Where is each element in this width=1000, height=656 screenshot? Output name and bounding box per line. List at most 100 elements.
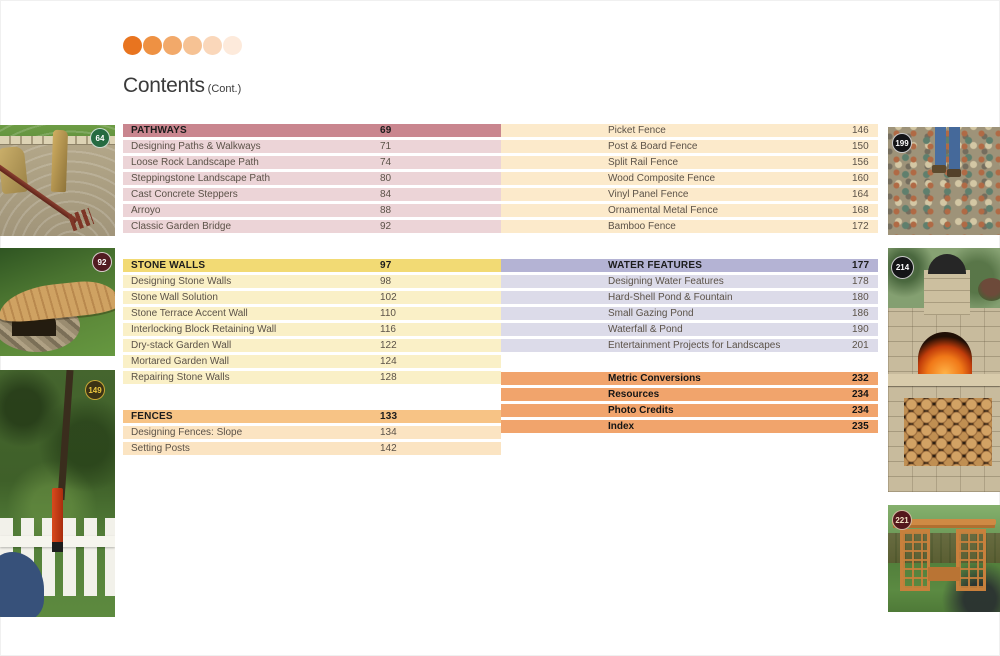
page-number-badge: 92	[92, 252, 112, 272]
title-text: Contents	[123, 74, 205, 97]
tree-trunk	[57, 370, 74, 501]
oven-fire-arch	[918, 332, 972, 376]
toc-row-stone-walls: Stone Terrace Accent Wall 110	[123, 307, 501, 320]
toc-entry-page-number: 172	[852, 221, 869, 232]
bridge-deck	[0, 277, 115, 325]
toc-entry-title: Photo Credits	[608, 405, 674, 416]
toc-entry-title: Vinyl Panel Fence	[608, 189, 689, 200]
toc-row-fences-continued: Vinyl Panel Fence 164	[501, 188, 878, 201]
toc-entry-page-number: 124	[380, 356, 397, 367]
page-number-badge: 149	[85, 380, 105, 400]
person-boot	[932, 165, 946, 173]
page-number-badge: 64	[90, 128, 110, 148]
title-continued-label: (Cont.)	[207, 83, 242, 95]
section-back-matter: Metric Conversions 232 Resources 234 Photo C…	[501, 372, 878, 436]
progress-dot	[143, 36, 162, 55]
toc-row-stone-walls: Stone Wall Solution 102	[123, 291, 501, 304]
toc-entry-page-number: 201	[852, 340, 869, 351]
toc-entry-title: Stone Wall Solution	[131, 292, 218, 303]
toc-entry-title: Interlocking Block Retaining Wall	[131, 324, 277, 335]
toc-row-water-features: Waterfall & Pond 190	[501, 323, 878, 336]
toc-entry-title: Cast Concrete Steppers	[131, 189, 238, 200]
toc-row-back-matter: Index 235	[501, 420, 878, 433]
toc-entry-page-number: 134	[380, 427, 397, 438]
arbor-bench	[928, 567, 960, 581]
toc-row-fences-continued: Picket Fence 146	[501, 124, 878, 137]
toc-entry-page-number: 84	[380, 189, 392, 200]
section-fences: FENCES 133 Designing Fences: Slope 134 Setti…	[123, 410, 501, 458]
garden-bridge-photo	[0, 248, 115, 356]
standing-stone	[50, 129, 69, 193]
page-title: Contents (Cont.)	[123, 74, 241, 98]
planter	[978, 278, 1000, 301]
toc-entry-page-number: 234	[852, 389, 869, 400]
firewood-stack	[904, 398, 992, 466]
oven-chimney	[924, 270, 970, 315]
progress-dot	[123, 36, 142, 55]
toc-row-pathways: Arroyo 88	[123, 204, 501, 217]
toc-header-water-features: WATER FEATURES 177	[501, 259, 878, 272]
toc-entry-title: Mortared Garden Wall	[131, 356, 229, 367]
toc-entry-page-number: 122	[380, 340, 397, 351]
arbor-trellis-panel	[900, 529, 930, 591]
toc-entry-title: Loose Rock Landscape Path	[131, 157, 259, 168]
toc-entry-title: Wood Composite Fence	[608, 173, 716, 184]
toc-row-water-features: Small Gazing Pond 186	[501, 307, 878, 320]
toc-entry-title: Designing Paths & Walkways	[131, 141, 261, 152]
post-level	[52, 488, 63, 546]
toc-entry-page-number: 177	[852, 260, 870, 271]
toc-entry-page-number: 164	[852, 189, 869, 200]
toc-entry-page-number: 160	[852, 173, 869, 184]
rake-head	[67, 207, 95, 232]
toc-row-pathways: Cast Concrete Steppers 84	[123, 188, 501, 201]
toc-entry-page-number: 150	[852, 141, 869, 152]
toc-left-column: PATHWAYS 69 Designing Paths & Walkways 71 Lo…	[123, 0, 501, 656]
toc-entry-page-number: 146	[852, 125, 869, 136]
toc-row-stone-walls: Mortared Garden Wall 124	[123, 355, 501, 368]
toc-entry-title: Repairing Stone Walls	[131, 372, 230, 383]
toc-entry-title: Stone Terrace Accent Wall	[131, 308, 248, 319]
person-leg	[935, 127, 946, 167]
toc-entry-page-number: 92	[380, 221, 392, 232]
toc-entry-page-number: 178	[852, 276, 869, 287]
page-number-badge: 221	[892, 510, 912, 530]
photo-zen-garden: 64	[0, 125, 115, 236]
toc-row-fences-continued: Split Rail Fence 156	[501, 156, 878, 169]
arbor-trellis-panel	[956, 529, 986, 591]
toc-entry-title: Setting Posts	[131, 443, 190, 454]
toc-row-pathways: Loose Rock Landscape Path 74	[123, 156, 501, 169]
progress-dot	[223, 36, 242, 55]
toc-entry-page-number: 98	[380, 276, 392, 287]
toc-entry-page-number: 168	[852, 205, 869, 216]
garden-arbor-photo	[888, 505, 1000, 612]
toc-entry-title: Metric Conversions	[608, 373, 701, 384]
photo-pizza-oven: 214	[888, 248, 1000, 492]
section-stone-walls: STONE WALLS 97 Designing Stone Walls 98 Ston…	[123, 259, 501, 387]
toc-entry-title: Picket Fence	[608, 125, 666, 136]
toc-entry-title: Designing Stone Walls	[131, 276, 232, 287]
progress-dot	[203, 36, 222, 55]
toc-entry-page-number: 190	[852, 324, 869, 335]
toc-row-water-features: Entertainment Projects for Landscapes 201	[501, 339, 878, 352]
toc-row-stone-walls: Dry-stack Garden Wall 122	[123, 339, 501, 352]
toc-entry-title: STONE WALLS	[131, 260, 206, 271]
toc-entry-page-number: 234	[852, 405, 869, 416]
toc-entry-page-number: 156	[852, 157, 869, 168]
page-number-badge: 214	[891, 256, 914, 279]
toc-entry-title: Small Gazing Pond	[608, 308, 694, 319]
toc-row-back-matter: Resources 234	[501, 388, 878, 401]
oven-dome	[928, 254, 966, 274]
toc-entry-title: WATER FEATURES	[608, 260, 703, 271]
photo-garden-arbor: 221	[888, 505, 1000, 612]
person-boot	[947, 169, 961, 177]
toc-entry-title: Designing Fences: Slope	[131, 427, 243, 438]
toc-entry-page-number: 133	[380, 411, 398, 422]
toc-entry-page-number: 88	[380, 205, 392, 216]
toc-row-pathways: Designing Paths & Walkways 71	[123, 140, 501, 153]
progress-dot	[163, 36, 182, 55]
toc-entry-title: Entertainment Projects for Landscapes	[608, 340, 781, 351]
photo-garden-bridge: 92	[0, 248, 115, 356]
progress-dot	[183, 36, 202, 55]
toc-row-water-features: Hard-Shell Pond & Fountain 180	[501, 291, 878, 304]
